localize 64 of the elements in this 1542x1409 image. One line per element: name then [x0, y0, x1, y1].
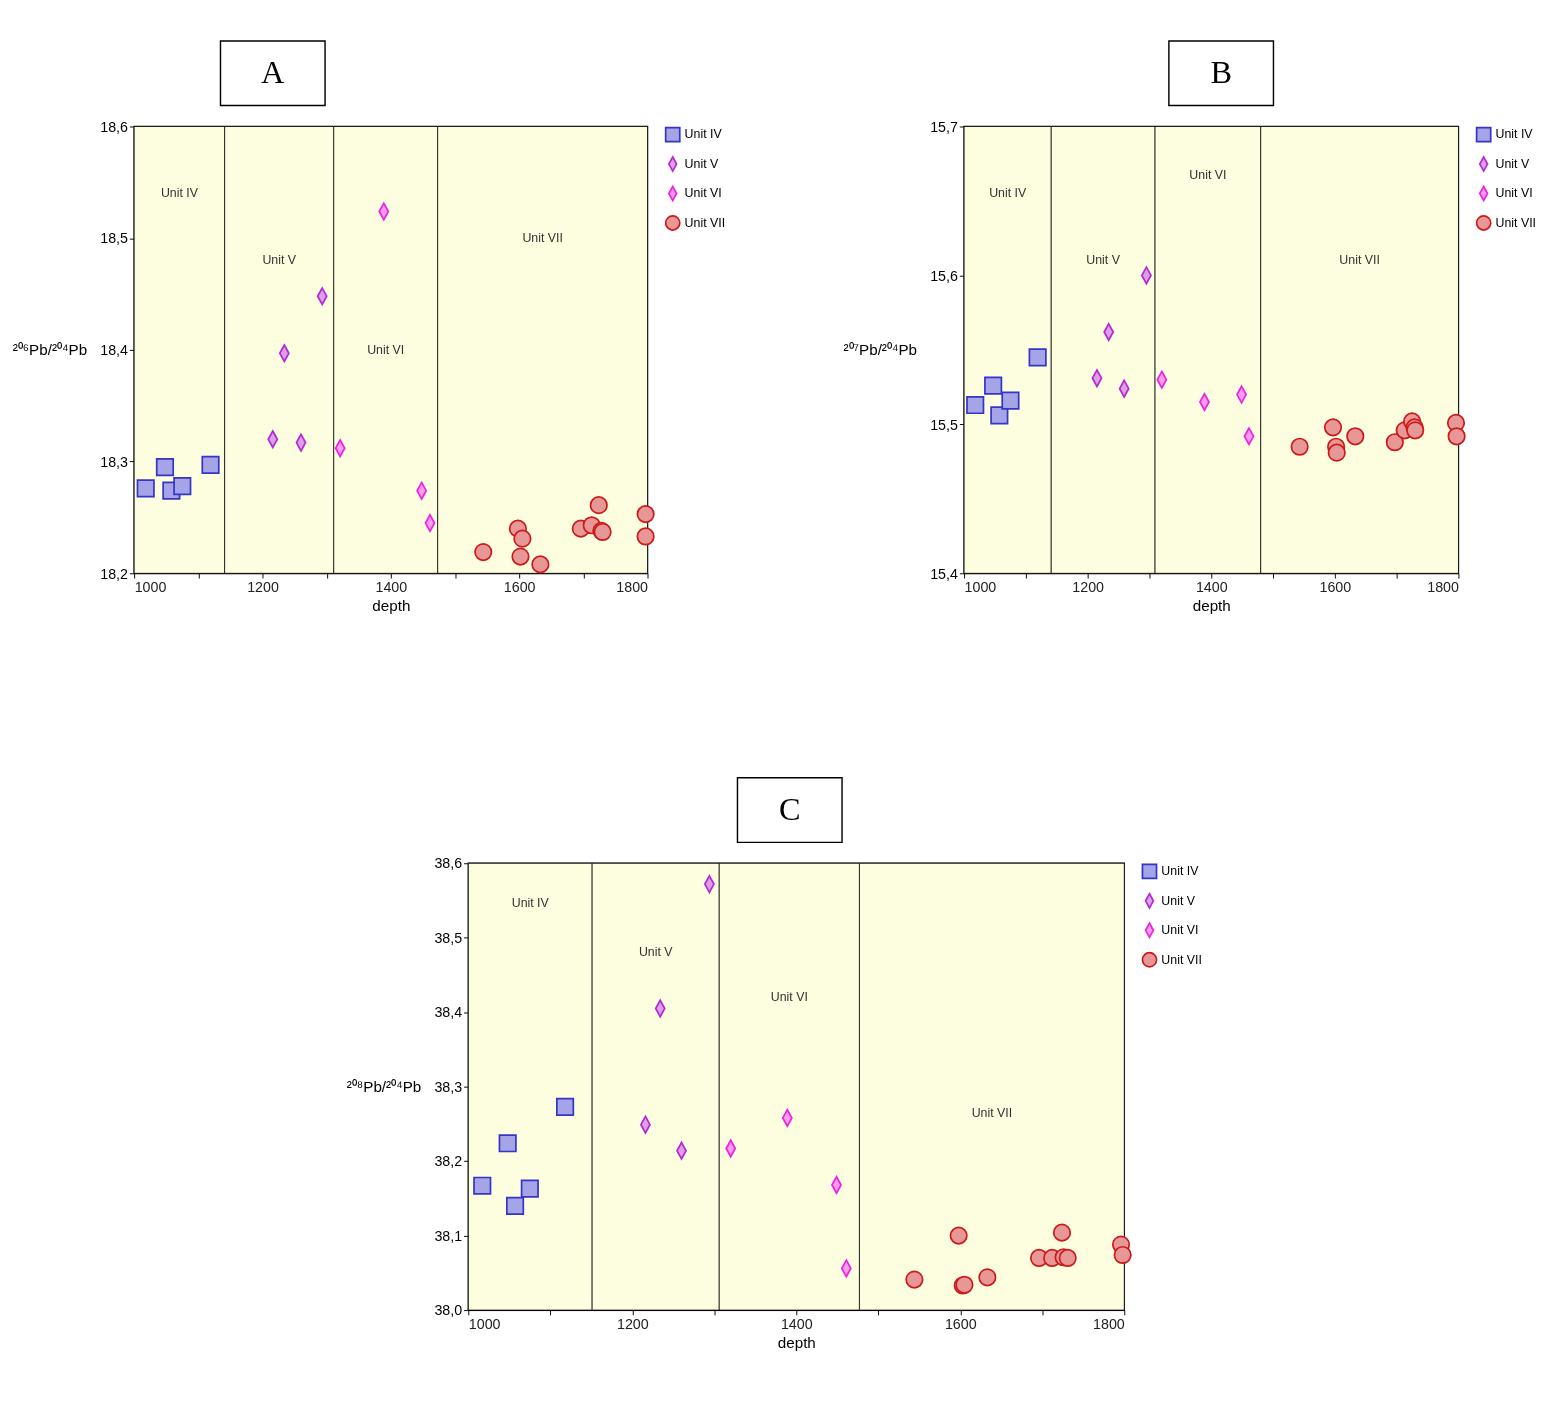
legend-label: Unit VI	[1495, 186, 1533, 201]
band-label: Unit V	[1086, 253, 1121, 268]
legend-label: Unit V	[1495, 156, 1530, 171]
y-tick-label: 18,4	[100, 342, 129, 359]
legend-label: Unit VII	[1161, 952, 1202, 967]
chart-title: A	[261, 53, 286, 90]
band-label: Unit VII	[522, 231, 563, 245]
band-label: Unit IV	[160, 186, 199, 201]
x-tick-label: 1400	[1195, 578, 1228, 595]
x-tick-label: 1800	[1427, 578, 1460, 595]
band-label: Unit VI	[770, 990, 808, 1005]
y-tick-label: 15,6	[930, 267, 958, 284]
band-label: Unit VII	[1339, 253, 1380, 268]
band-label: Unit VI	[1189, 168, 1227, 183]
chart-title: C	[778, 790, 801, 827]
x-tick-label: 1400	[780, 1315, 813, 1332]
band-label: Unit V	[638, 945, 674, 960]
y-axis-title: ²⁰⁶Pb/²⁰⁴Pb	[12, 341, 88, 359]
legend-label: Unit V	[1161, 893, 1196, 908]
x-tick-label: 1600	[1319, 578, 1352, 595]
y-tick-label: 38,1	[434, 1227, 463, 1244]
y-axis-title: ²⁰⁷Pb/²⁰⁴Pb	[843, 341, 918, 359]
x-tick-label: 1000	[134, 578, 167, 595]
x-tick-label: 1000	[468, 1315, 501, 1332]
y-tick-label: 38,3	[434, 1078, 463, 1095]
band-label: Unit IV	[511, 896, 550, 911]
band-label: Unit VII	[971, 1106, 1013, 1121]
legend-label: Unit VI	[1161, 923, 1199, 938]
x-tick-label: 1800	[1093, 1315, 1125, 1332]
x-tick-label: 1600	[944, 1315, 977, 1332]
legend-label: Unit VI	[684, 186, 722, 201]
band-label: Unit IV	[989, 186, 1027, 201]
band-label: Unit VI	[367, 342, 405, 357]
legend-label: Unit IV	[1161, 864, 1200, 879]
y-axis-title: ²⁰⁸Pb/²⁰⁴Pb	[346, 1077, 422, 1095]
x-tick-label: 1000	[964, 578, 997, 595]
legend-label: Unit VII	[684, 215, 726, 230]
y-tick-label: 15,5	[930, 416, 958, 433]
y-tick-label: 15,7	[930, 118, 958, 135]
y-tick-label: 38,6	[434, 855, 463, 872]
y-tick-label: 38,2	[434, 1153, 463, 1170]
y-tick-label: 38,5	[434, 929, 463, 946]
y-tick-label: 15,4	[930, 565, 958, 582]
band-label: Unit V	[262, 253, 297, 268]
y-tick-label: 18,2	[100, 565, 129, 582]
x-tick-label: 1200	[616, 1315, 649, 1332]
x-tick-label: 1800	[616, 578, 649, 595]
x-tick-label: 1200	[1072, 578, 1105, 595]
legend-label: Unit IV	[1495, 127, 1534, 142]
x-tick-label: 1400	[375, 578, 408, 595]
y-tick-label: 18,6	[100, 118, 129, 135]
x-axis-title: depth	[372, 596, 411, 614]
x-tick-label: 1600	[503, 578, 536, 595]
x-axis-title: depth	[1192, 596, 1231, 614]
chart-title: B	[1210, 53, 1232, 90]
legend-label: Unit VII	[1495, 215, 1537, 230]
y-tick-label: 18,3	[100, 453, 129, 470]
x-axis-title: depth	[777, 1333, 816, 1351]
y-tick-label: 38,0	[434, 1302, 463, 1319]
legend-label: Unit IV	[684, 127, 723, 142]
y-tick-label: 18,5	[100, 230, 129, 247]
legend-label: Unit V	[684, 156, 719, 171]
y-tick-label: 38,4	[434, 1004, 463, 1021]
x-tick-label: 1200	[247, 578, 279, 595]
